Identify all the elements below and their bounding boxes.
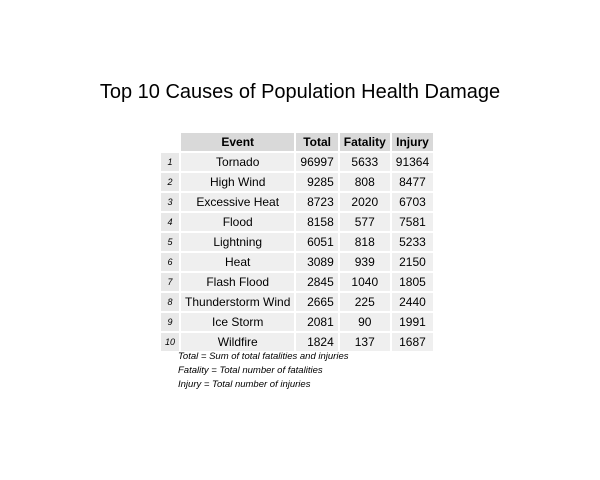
column-header-event: Event xyxy=(181,133,295,151)
cell-event: Ice Storm xyxy=(181,313,295,331)
cell-injury: 7581 xyxy=(391,213,434,231)
table-row: 6 Heat 3089 939 2150 xyxy=(161,253,434,271)
cell-total: 2665 xyxy=(296,293,338,311)
data-table: Event Total Fatality Injury 1 Tornado 9699… xyxy=(159,131,435,353)
note-total: Total = Sum of total fatalities and inju… xyxy=(178,351,349,362)
cell-fatality: 808 xyxy=(339,173,390,191)
cell-injury: 1991 xyxy=(391,313,434,331)
cell-event: Wildfire xyxy=(181,333,295,351)
cell-event: Heat xyxy=(181,253,295,271)
table-row: 5 Lightning 6051 818 5233 xyxy=(161,233,434,251)
cell-fatality: 577 xyxy=(339,213,390,231)
cell-fatality: 939 xyxy=(339,253,390,271)
cell-injury: 2150 xyxy=(391,253,434,271)
table-row: 2 High Wind 9285 808 8477 xyxy=(161,173,434,191)
row-index: 9 xyxy=(161,313,180,331)
row-index: 5 xyxy=(161,233,180,251)
cell-fatality: 137 xyxy=(339,333,390,351)
cell-total: 8723 xyxy=(296,193,338,211)
table-row: 8 Thunderstorm Wind 2665 225 2440 xyxy=(161,293,434,311)
row-index: 2 xyxy=(161,173,180,191)
cell-injury: 6703 xyxy=(391,193,434,211)
cell-injury: 8477 xyxy=(391,173,434,191)
row-index: 4 xyxy=(161,213,180,231)
table-row: 10 Wildfire 1824 137 1687 xyxy=(161,333,434,351)
table-row: 9 Ice Storm 2081 90 1991 xyxy=(161,313,434,331)
table-row: 1 Tornado 96997 5633 91364 xyxy=(161,153,434,171)
cell-injury: 1687 xyxy=(391,333,434,351)
cell-injury: 2440 xyxy=(391,293,434,311)
cell-total: 6051 xyxy=(296,233,338,251)
note-injury: Injury = Total number of injuries xyxy=(178,379,311,390)
column-header-injury: Injury xyxy=(391,133,434,151)
cell-total: 3089 xyxy=(296,253,338,271)
table-notes: Total = Sum of total fatalities and inju… xyxy=(178,350,348,392)
cell-total: 2845 xyxy=(296,273,338,291)
cell-event: Thunderstorm Wind xyxy=(181,293,295,311)
row-index: 8 xyxy=(161,293,180,311)
cell-event: High Wind xyxy=(181,173,295,191)
table-row: 4 Flood 8158 577 7581 xyxy=(161,213,434,231)
cell-event: Flood xyxy=(181,213,295,231)
column-header-fatality: Fatality xyxy=(339,133,390,151)
row-index: 10 xyxy=(161,333,180,351)
cell-event: Excessive Heat xyxy=(181,193,295,211)
cell-injury: 5233 xyxy=(391,233,434,251)
cell-total: 2081 xyxy=(296,313,338,331)
note-fatality: Fatality = Total number of fatalities xyxy=(178,365,323,376)
cell-total: 8158 xyxy=(296,213,338,231)
cell-fatality: 90 xyxy=(339,313,390,331)
cell-event: Lightning xyxy=(181,233,295,251)
row-index: 3 xyxy=(161,193,180,211)
cell-total: 9285 xyxy=(296,173,338,191)
chart-title: Top 10 Causes of Population Health Damag… xyxy=(99,81,501,103)
cell-injury: 91364 xyxy=(391,153,434,171)
cell-event: Flash Flood xyxy=(181,273,295,291)
index-header xyxy=(161,133,179,151)
row-index: 6 xyxy=(161,253,180,271)
cell-event: Tornado xyxy=(181,153,295,171)
table-body: 1 Tornado 96997 5633 91364 2 High Wind 9285 808 8… xyxy=(161,153,434,351)
cell-fatality: 818 xyxy=(339,233,390,251)
row-index: 1 xyxy=(161,153,180,171)
table-row: 7 Flash Flood 2845 1040 1805 xyxy=(161,273,434,291)
cell-fatality: 5633 xyxy=(339,153,390,171)
table-row: 3 Excessive Heat 8723 2020 6703 xyxy=(161,193,434,211)
cell-fatality: 2020 xyxy=(339,193,390,211)
cell-injury: 1805 xyxy=(391,273,434,291)
column-header-total: Total xyxy=(296,133,338,151)
cell-total: 1824 xyxy=(296,333,338,351)
cell-fatality: 1040 xyxy=(339,273,390,291)
row-index: 7 xyxy=(161,273,180,291)
table-header-row: Event Total Fatality Injury xyxy=(161,133,434,151)
cell-fatality: 225 xyxy=(339,293,390,311)
cell-total: 96997 xyxy=(296,153,338,171)
